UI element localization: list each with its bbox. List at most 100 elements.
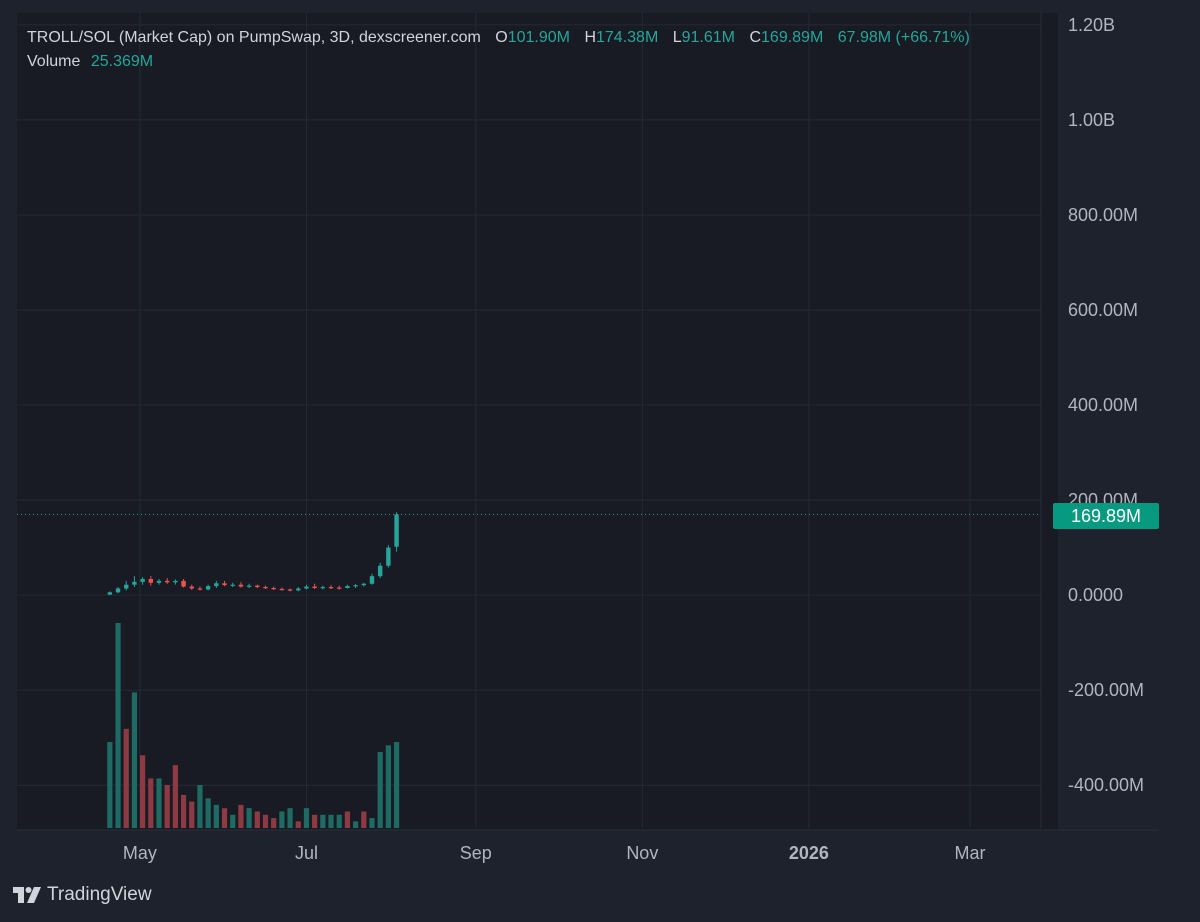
- y-tick-label: 1.00B: [1068, 110, 1115, 130]
- volume-bar: [320, 814, 326, 828]
- volume-bar: [369, 818, 375, 828]
- candle-body: [353, 585, 358, 587]
- candle-body: [189, 586, 194, 589]
- volume-bar: [156, 778, 162, 828]
- candle-body: [205, 586, 211, 590]
- candle-body: [361, 583, 366, 586]
- volume-bar: [238, 804, 244, 828]
- volume-bar: [164, 785, 170, 828]
- candle-body: [148, 578, 154, 583]
- legend-low-label: L: [672, 29, 682, 46]
- legend-high-label: H: [584, 29, 596, 46]
- candle-body: [394, 514, 399, 547]
- candle-body: [263, 587, 268, 589]
- volume-bar: [205, 798, 211, 828]
- volume-bar: [115, 623, 121, 828]
- y-tick-label: 800.00M: [1068, 205, 1138, 225]
- candle-body: [312, 586, 317, 589]
- candle-body: [222, 583, 227, 586]
- tradingview-logo-text: TradingView: [47, 884, 152, 905]
- volume-bar: [279, 811, 285, 828]
- volume-bar: [172, 765, 178, 828]
- candle-body: [279, 588, 285, 591]
- candle-body: [115, 588, 121, 593]
- volume-bar: [287, 808, 293, 828]
- candle-body: [337, 587, 342, 589]
- candle-body: [181, 580, 186, 587]
- candle-body: [271, 588, 276, 590]
- y-tick-label: 1.20B: [1068, 15, 1115, 35]
- legend-high-value: 174.38M: [596, 29, 659, 46]
- candle-body: [255, 585, 260, 588]
- volume-bar: [336, 814, 342, 828]
- candle-body: [140, 578, 145, 582]
- volume-bar: [107, 742, 113, 828]
- volume-bar: [385, 745, 391, 828]
- x-tick-label: 2026: [789, 843, 829, 863]
- volume-bar: [189, 801, 195, 828]
- candle-body: [132, 581, 137, 585]
- tradingview-logo[interactable]: TradingView: [13, 884, 152, 906]
- y-tick-label: 0.0000: [1068, 585, 1123, 605]
- x-tick-label: May: [123, 843, 157, 863]
- legend-volume-value: 25.369M: [90, 53, 154, 70]
- candle-body: [173, 580, 178, 583]
- volume-bar: [213, 804, 219, 828]
- candle-body: [164, 580, 170, 583]
- x-tick-label: Nov: [626, 843, 658, 863]
- candle-body: [230, 584, 235, 586]
- volume-bar: [230, 814, 236, 828]
- legend-open-value: 101.90M: [507, 29, 570, 46]
- volume-bar: [344, 811, 351, 828]
- y-tick-label: 600.00M: [1068, 300, 1138, 320]
- legend-close-label: C: [749, 29, 762, 46]
- candle-body: [328, 587, 334, 589]
- candle-body: [156, 580, 162, 583]
- volume-bar: [254, 811, 260, 828]
- x-tick-label: Jul: [295, 843, 318, 863]
- volume-bar: [377, 751, 383, 828]
- volume-bar: [180, 794, 187, 828]
- volume-bar: [123, 728, 129, 828]
- volume-bar: [312, 814, 318, 828]
- volume-bar: [140, 755, 146, 828]
- chart-legend-ohlc: TROLL/SOL (Market Cap) on PumpSwap, 3D, …: [27, 29, 970, 47]
- volume-bar: [262, 814, 269, 828]
- legend-volume-label: Volume: [27, 53, 81, 70]
- candle-body: [287, 589, 293, 591]
- legend-title: TROLL/SOL (Market Cap) on PumpSwap, 3D, …: [27, 29, 481, 46]
- y-tick-label: 400.00M: [1068, 395, 1138, 415]
- tradingview-logo-icon: [13, 887, 41, 903]
- legend-open-label: O: [495, 29, 508, 46]
- legend-low-value: 91.61M: [681, 29, 735, 46]
- volume-bar: [221, 808, 228, 828]
- volume-bar: [197, 785, 203, 828]
- candle-body: [304, 586, 309, 589]
- volume-bar: [393, 742, 400, 828]
- volume-bar: [148, 778, 154, 828]
- candle-body: [377, 565, 383, 577]
- volume-bar: [131, 692, 138, 828]
- volume-bar: [361, 811, 367, 828]
- volume-bar: [295, 821, 301, 828]
- candle-body: [320, 587, 326, 589]
- y-tick-label: -200.00M: [1068, 680, 1144, 700]
- legend-close-value: 169.89M: [761, 29, 824, 46]
- candle-body: [246, 585, 252, 587]
- chart-legend-volume: Volume 25.369M: [27, 53, 153, 71]
- volume-bar: [271, 818, 277, 828]
- chart-plot-area[interactable]: [17, 13, 1058, 830]
- volume-bar: [328, 814, 334, 828]
- candle-body: [296, 588, 301, 591]
- volume-bar: [246, 808, 252, 828]
- candle-body: [197, 588, 203, 590]
- candle-body: [345, 586, 350, 589]
- candle-body: [107, 592, 113, 595]
- candle-body: [124, 584, 129, 589]
- candle-body: [386, 547, 391, 566]
- legend-change-value: 67.98M (+66.71%): [837, 29, 970, 46]
- volume-bar: [353, 821, 359, 828]
- candle-body: [369, 576, 375, 584]
